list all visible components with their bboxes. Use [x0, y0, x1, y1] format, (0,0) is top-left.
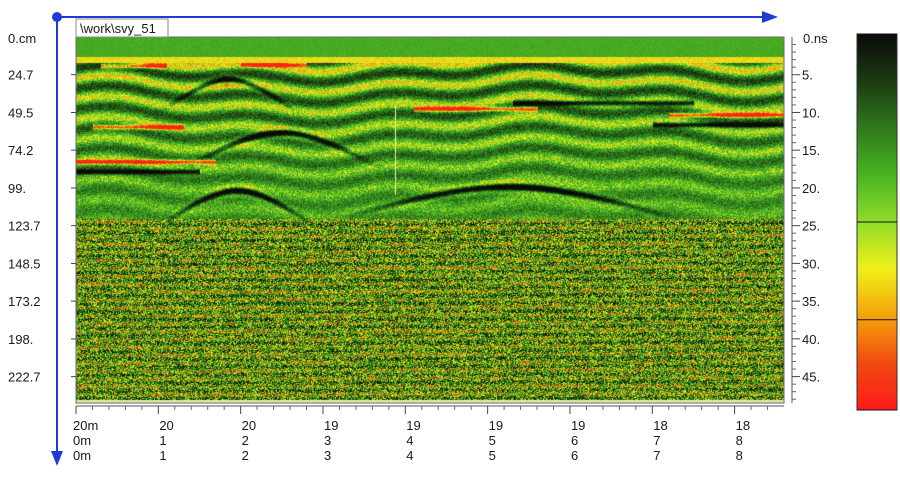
radargram-image	[76, 37, 784, 403]
distance-label-row2: 7	[653, 433, 660, 448]
time-tick-label: 45.	[802, 370, 820, 385]
depth-axis: 24.7 49.5 74.2 99. 123.7 148.5 173.2 198. 222.7	[8, 68, 76, 385]
distance-label-row1: 19	[406, 418, 420, 433]
radargram-frame	[75, 36, 785, 404]
distance-label-row3: 0m	[73, 448, 91, 463]
time-axis-unit-label: 0.ns	[803, 31, 828, 46]
origin-marker-icon	[52, 12, 62, 22]
depth-axis-unit-label: 0.cm	[8, 31, 36, 46]
x-direction-arrowhead	[762, 11, 778, 23]
time-tick-label: 15.	[802, 143, 820, 158]
distance-label-row2: 1	[159, 433, 166, 448]
chart-title: \work\svy_51	[80, 21, 156, 36]
time-tick-label: 20.	[802, 181, 820, 196]
distance-label-row1: 20	[159, 418, 173, 433]
distance-label-row3: 3	[324, 448, 331, 463]
depth-tick-label: 24.7	[8, 68, 33, 83]
time-tick-label: 10.	[802, 105, 820, 120]
distance-label-row2: 4	[406, 433, 413, 448]
time-tick-label: 5.	[802, 68, 813, 83]
time-tick-label: 40.	[802, 332, 820, 347]
y-direction-arrowhead	[51, 451, 63, 466]
distance-label-row3: 4	[406, 448, 413, 463]
distance-label-row3: 7	[653, 448, 660, 463]
distance-label-row2: 0m	[73, 433, 91, 448]
distance-label-row1: 20	[242, 418, 256, 433]
time-tick-label: 35.	[802, 294, 820, 309]
distance-label-row1: 18	[736, 418, 750, 433]
depth-tick-label: 74.2	[8, 143, 33, 158]
distance-label-row1: 19	[324, 418, 338, 433]
depth-tick-label: 123.7	[8, 219, 41, 234]
distance-label-row1: 19	[571, 418, 585, 433]
depth-tick-label: 148.5	[8, 256, 41, 271]
time-tick-label: 30.	[802, 256, 820, 271]
distance-label-row1: 19	[489, 418, 503, 433]
depth-tick-label: 222.7	[8, 370, 41, 385]
distance-label-row2: 2	[242, 433, 249, 448]
time-axis: 5. 10. 15. 20. 25. 30. 35. 40. 45.	[792, 44, 820, 400]
distance-label-row3: 6	[571, 448, 578, 463]
distance-label-row2: 6	[571, 433, 578, 448]
time-tick-label: 25.	[802, 219, 820, 234]
depth-tick-label: 99.	[8, 181, 26, 196]
depth-tick-label: 173.2	[8, 294, 41, 309]
distance-label-row3: 5	[489, 448, 496, 463]
distance-label-row2: 5	[489, 433, 496, 448]
distance-label-row3: 2	[242, 448, 249, 463]
distance-label-row1: 20m	[73, 418, 98, 433]
distance-label-row3: 8	[736, 448, 743, 463]
distance-label-row1: 18	[653, 418, 667, 433]
depth-tick-label: 198.	[8, 332, 33, 347]
distance-label-row3: 1	[159, 448, 166, 463]
title-tab	[75, 18, 169, 38]
distance-label-row2: 8	[736, 433, 743, 448]
distance-label-row2: 3	[324, 433, 331, 448]
colorbar-breaks	[857, 33, 897, 411]
depth-tick-label: 49.5	[8, 105, 33, 120]
